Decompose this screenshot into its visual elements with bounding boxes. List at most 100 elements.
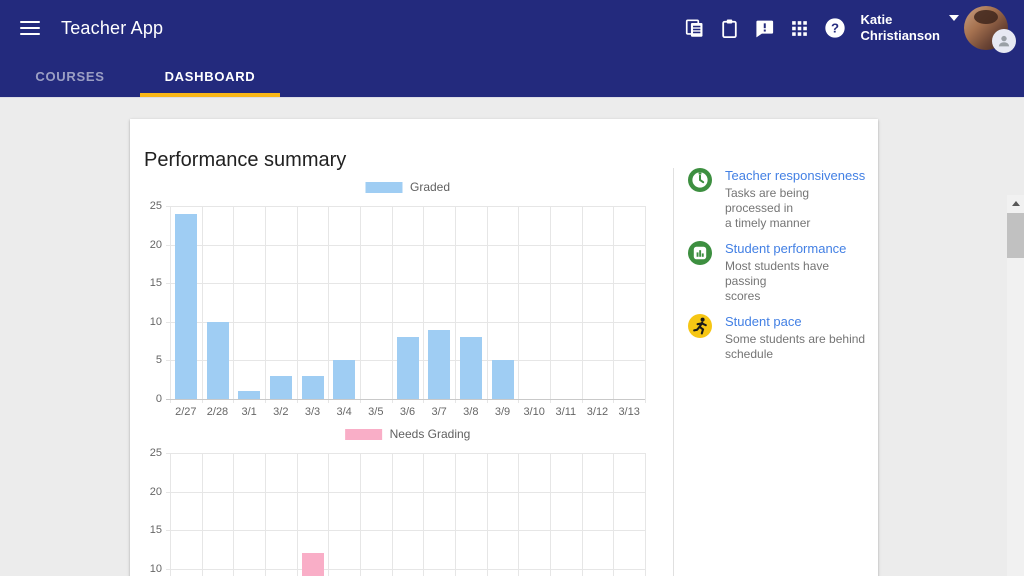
apps-grid-icon[interactable]: [788, 16, 812, 40]
gridline: [166, 399, 645, 400]
x-axis-tick-label: 3/10: [523, 406, 545, 418]
announcement-icon[interactable]: [753, 16, 777, 40]
gridline: [645, 453, 646, 576]
bar[interactable]: [396, 337, 419, 399]
bar[interactable]: [428, 329, 451, 399]
graded-chart: Graded 0 5 10 15 20 25 2/27 2/28 3/1 3/2 3/3 3/4 3/5 3…: [150, 180, 646, 418]
user-last-name: Christianson: [860, 28, 940, 43]
gridline: [613, 453, 614, 576]
tab-dashboard[interactable]: DASHBOARD: [140, 56, 280, 97]
insight-text: Student performance Most students have p…: [725, 240, 867, 304]
user-avatar[interactable]: [964, 6, 1016, 53]
gridline: [392, 453, 393, 576]
scrollbar-thumb[interactable]: [1007, 213, 1024, 258]
gridline: [166, 283, 645, 285]
gridline: [455, 453, 456, 576]
gridline: [518, 453, 519, 576]
gridline: [170, 206, 171, 403]
y-axis-tick-label: 15: [149, 524, 162, 537]
app-bar: Teacher App: [0, 0, 1024, 56]
legend-label: Graded: [409, 180, 451, 194]
gridline: [487, 453, 488, 576]
clipboard-icon[interactable]: [718, 16, 742, 40]
x-axis-tick-label: 3/5: [368, 406, 384, 418]
library-icon[interactable]: [683, 16, 707, 40]
gridline: [166, 491, 645, 493]
bar-chart-icon: [687, 240, 713, 266]
x-axis-tick-label: 3/8: [463, 406, 479, 418]
bar[interactable]: [333, 360, 356, 399]
header-actions: ? Katie Christianson: [672, 6, 1024, 53]
gridline: [297, 453, 298, 576]
insight-description: Some students are behind schedule: [725, 332, 866, 361]
insight-student-performance: Student performance Most students have p…: [687, 240, 867, 304]
x-axis-tick-label: 3/9: [494, 406, 511, 418]
insight-title-link[interactable]: Student pace: [725, 314, 802, 329]
vertical-scrollbar[interactable]: [1007, 195, 1024, 576]
user-name[interactable]: Katie Christianson: [861, 12, 940, 45]
page-title: Performance summary: [144, 149, 347, 172]
chevron-down-icon[interactable]: [949, 15, 959, 21]
scroll-up-arrow-icon[interactable]: [1007, 195, 1024, 212]
gridline: [166, 568, 645, 570]
gridline: [166, 244, 645, 246]
y-axis-tick-label: 15: [149, 277, 162, 290]
insight-description: Most students have passing scores: [725, 259, 830, 303]
insight-teacher-responsiveness: Teacher responsiveness Tasks are being p…: [687, 167, 867, 231]
y-axis-tick-label: 0: [155, 393, 162, 405]
bar[interactable]: [238, 391, 261, 399]
gridline: [550, 206, 551, 403]
user-first-name: Katie: [860, 11, 893, 27]
running-person-icon: [687, 313, 713, 339]
gridline: [518, 206, 519, 403]
gridline: [166, 530, 645, 532]
gridline: [582, 453, 583, 576]
gridline: [487, 206, 488, 403]
gridline: [455, 206, 456, 403]
x-axis-tick-label: 3/6: [399, 406, 416, 418]
app-title: Teacher App: [61, 17, 164, 38]
dashboard-content: Performance summary Graded 0 5 10 15 20 25 2/27…: [0, 97, 1024, 576]
x-axis-tick-label: 3/3: [304, 406, 321, 418]
bar[interactable]: [459, 337, 482, 399]
insight-title-link[interactable]: Student performance: [725, 241, 847, 256]
x-axis-tick-label: 3/13: [618, 406, 640, 418]
y-axis-tick-label: 25: [149, 200, 162, 212]
responsiveness-timer-icon: [687, 167, 713, 193]
x-axis-tick-label: 3/11: [555, 406, 577, 418]
insight-title-link[interactable]: Teacher responsiveness: [725, 168, 866, 183]
tab-bar: COURSES DASHBOARD: [0, 56, 1024, 97]
tab-courses[interactable]: COURSES: [35, 69, 105, 84]
y-axis-tick-label: 20: [149, 485, 162, 498]
gridline: [360, 453, 361, 576]
needs-grading-chart: Needs Grading05101520252/272/283/13/23/3…: [150, 427, 646, 576]
x-axis-tick-label: 3/7: [431, 406, 447, 418]
bar[interactable]: [206, 321, 229, 399]
bar[interactable]: [301, 375, 324, 399]
x-axis-tick-label: 2/27: [175, 406, 197, 418]
svg-text:?: ?: [831, 21, 839, 36]
x-axis-tick-label: 3/2: [273, 406, 289, 418]
gridline: [202, 453, 203, 576]
gridline: [297, 206, 298, 403]
x-axis-tick-label: 3/1: [241, 406, 257, 418]
gridline: [328, 453, 329, 576]
bar[interactable]: [269, 375, 292, 399]
x-axis-tick-label: 2/28: [206, 406, 229, 418]
bar[interactable]: [174, 213, 197, 399]
gridline: [166, 453, 645, 454]
bar[interactable]: [491, 360, 514, 399]
y-axis-tick-label: 25: [149, 447, 162, 459]
gridline: [328, 206, 329, 403]
bar[interactable]: [301, 553, 324, 576]
y-axis-tick-label: 5: [155, 354, 162, 367]
gridline: [392, 206, 393, 403]
chart-legend: Graded: [364, 180, 451, 194]
hamburger-menu-icon[interactable]: [20, 18, 40, 39]
gridline: [166, 321, 645, 323]
help-icon[interactable]: ?: [823, 16, 847, 40]
vertical-divider: [673, 168, 674, 576]
gridline: [265, 453, 266, 576]
y-axis-tick-label: 10: [149, 562, 162, 575]
